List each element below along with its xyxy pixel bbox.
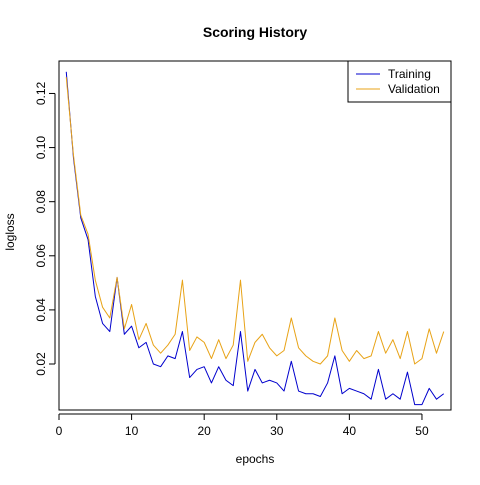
legend-label-validation: Validation — [388, 82, 440, 96]
series-line-training — [65, 71, 445, 406]
y-tick-label: 0.06 — [34, 244, 48, 268]
y-axis-label: logloss — [3, 213, 17, 250]
x-tick-label: 30 — [270, 424, 284, 438]
plot-area — [58, 60, 452, 411]
y-tick-label: 0.12 — [34, 81, 48, 105]
y-tick-label: 0.08 — [34, 190, 48, 214]
series-line-validation — [65, 77, 445, 365]
axes-layer: 0 10 20 30 40 50 0.02 0.04 0.06 0.08 0.10 0.12 — [34, 81, 429, 438]
series-layer — [65, 71, 445, 406]
y-tick-label: 0.10 — [34, 136, 48, 160]
chart-title: Scoring History — [203, 24, 307, 40]
y-tick-label: 0.04 — [34, 298, 48, 322]
x-axis-label: epochs — [236, 452, 275, 466]
legend-label-training: Training — [388, 67, 431, 81]
x-tick-label: 40 — [343, 424, 357, 438]
x-tick-label: 50 — [415, 424, 429, 438]
x-tick-label: 20 — [198, 424, 212, 438]
x-tick-label: 10 — [125, 424, 139, 438]
x-tick-label: 0 — [56, 424, 63, 438]
y-tick-label: 0.02 — [34, 352, 48, 376]
plot-frame — [58, 60, 452, 411]
legend-box — [347, 60, 452, 103]
